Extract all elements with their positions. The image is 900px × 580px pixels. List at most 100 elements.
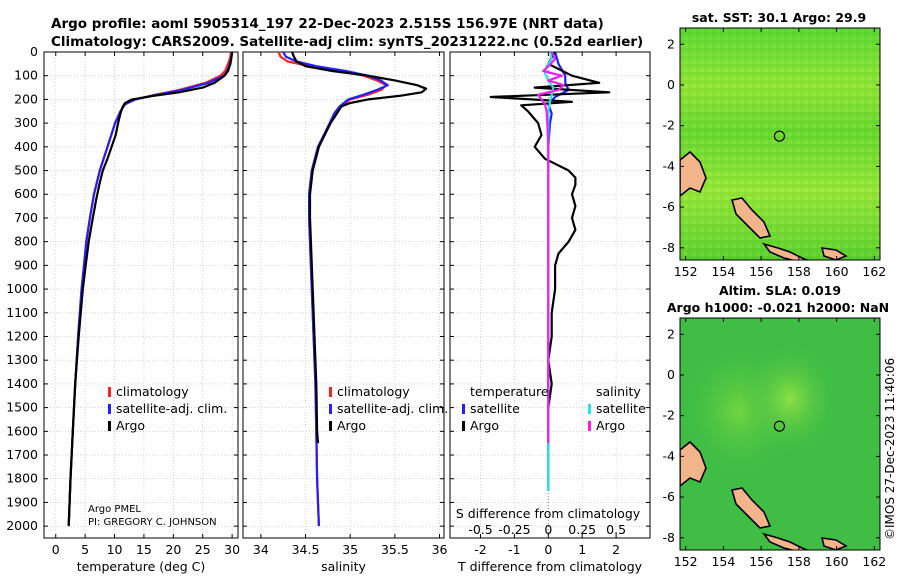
depth-tick-label: 1100 — [6, 305, 38, 320]
depth-tick-label: 2000 — [6, 518, 38, 533]
x-tick-label: 35 — [342, 542, 358, 557]
sla-map-title: Altim. SLA: 0.019 — [719, 283, 841, 298]
sla-land-bougainville — [730, 487, 772, 529]
sst-land-bougainville — [730, 197, 772, 239]
depth-tick-label: 1000 — [6, 281, 38, 296]
depth-tick-label: 1900 — [6, 494, 38, 509]
x-axis-label: temperature (deg C) — [77, 559, 206, 574]
map-y-tick-label: 0 — [667, 77, 675, 92]
map-y-tick-label: 2 — [667, 36, 675, 51]
depth-tick-label: 1400 — [6, 376, 38, 391]
legend-swatch — [108, 387, 111, 397]
depth-tick-label: 1700 — [6, 447, 38, 462]
depth-tick-label: 800 — [14, 234, 38, 249]
x-tick-label: 35.5 — [381, 542, 409, 557]
map-x-tick-label: 158 — [787, 264, 811, 279]
header-line2: Climatology: CARS2009. Satellite-adj cli… — [51, 34, 643, 50]
map-x-tick-label: 162 — [862, 554, 886, 569]
legend-swatch — [462, 421, 465, 431]
panel-temperature: 0 5 10 15 20 25 30 temperature (deg C) — [43, 51, 240, 574]
legend-swatch — [588, 404, 591, 414]
map-x-tick-label: 156 — [749, 264, 773, 279]
legend-salinity-diff: salinity satellite Argo — [588, 384, 646, 433]
legend-swatch — [108, 404, 111, 414]
s-tick-label: 0.5 — [606, 522, 626, 537]
depth-tick-label: 600 — [14, 186, 38, 201]
map-x-tick-label: 160 — [825, 264, 849, 279]
map-x-tick-label: 158 — [787, 554, 811, 569]
legend-label: satellite-adj. clim. — [337, 401, 448, 416]
legend-temperature-diff: temperature satellite Argo — [462, 384, 549, 433]
map-x-tick-label: 160 — [825, 554, 849, 569]
sla-land-solomons — [761, 532, 810, 550]
legend-label: satellite — [470, 401, 520, 416]
sst-land-solomons — [761, 242, 810, 260]
panel-frame — [43, 51, 239, 539]
pi-annotation: PI: GREGORY C. JOHNSON — [88, 517, 217, 528]
depth-tick-label: 1600 — [6, 423, 38, 438]
sla-map-subtitle: Argo h1000: -0.021 h2000: NaN — [667, 300, 889, 315]
map-x-tick-label: 162 — [862, 264, 886, 279]
depth-tick-label: 1800 — [6, 471, 38, 486]
depth-tick-label: 700 — [14, 210, 38, 225]
x-tick-label: 34.5 — [292, 542, 320, 557]
map-y-tick-label: -6 — [663, 199, 676, 214]
legend-salinity: climatology satellite-adj. clim. Argo — [329, 384, 448, 433]
legend-label: Argo — [596, 418, 625, 433]
x-tick-label: -1 — [508, 542, 520, 557]
x-tick-label: 0 — [52, 542, 60, 557]
legend-swatch — [329, 421, 332, 431]
legend-label: climatology — [116, 384, 189, 399]
depth-tick-label: 200 — [14, 91, 38, 106]
series-line-t-satellite — [547, 51, 570, 491]
depth-tick-label: 300 — [14, 115, 38, 130]
map-y-tick-label: 0 — [667, 367, 675, 382]
legend-label: Argo — [116, 418, 145, 433]
sla-map-frame — [679, 317, 881, 551]
s-tick-label: 0.25 — [568, 522, 596, 537]
depth-tick-label: 1500 — [6, 400, 38, 415]
legend-swatch — [588, 421, 591, 431]
legend-title: salinity — [596, 384, 641, 399]
legend-label: satellite-adj. clim. — [116, 401, 227, 416]
sst-map: sat. SST: 30.1 Argo: 29.9 152 154 156 158 16… — [663, 10, 887, 279]
x-tick-label: 5 — [81, 542, 89, 557]
panel-difference: -2 -1 0 1 2 T difference from climatology — [449, 51, 651, 574]
sst-banding — [680, 28, 880, 260]
x-axis-label: salinity — [321, 559, 366, 574]
imos-stamp: ©IMOS 27-Dec-2023 11:40:06 — [883, 358, 897, 540]
depth-tick-label: 400 — [14, 139, 38, 154]
map-x-tick-label: 156 — [749, 554, 773, 569]
x-tick-label: 34 — [253, 542, 269, 557]
depth-tick-label: 1300 — [6, 352, 38, 367]
legend-swatch — [462, 404, 465, 414]
x-tick-label: 20 — [165, 542, 181, 557]
depth-tick-label: 500 — [14, 163, 38, 178]
s-tick-label: -0.5 — [468, 522, 492, 537]
map-x-tick-label: 152 — [674, 264, 698, 279]
x-tick-label: 10 — [107, 542, 123, 557]
s-tick-label: 0 — [544, 522, 552, 537]
sst-land-newguinea — [680, 150, 707, 198]
depth-tick-label: 100 — [14, 68, 38, 83]
sst-axes: 152 154 156 158 160 162 2 0 -2 -4 -6 -8 — [663, 28, 886, 279]
sst-map-frame — [679, 27, 881, 261]
map-x-tick-label: 152 — [674, 554, 698, 569]
sla-land-island — [820, 537, 848, 550]
legend-label: Argo — [470, 418, 499, 433]
depth-tick-label: 1200 — [6, 328, 38, 343]
legend-label: climatology — [337, 384, 410, 399]
legend-title: temperature — [470, 384, 549, 399]
x-axis-label: T difference from climatology — [457, 559, 643, 574]
x-tick-label: 1 — [578, 542, 586, 557]
depth-tick-label: 900 — [14, 257, 38, 272]
map-y-tick-label: -2 — [663, 118, 675, 133]
map-y-tick-label: -6 — [663, 489, 676, 504]
legend-label: satellite — [596, 401, 646, 416]
s-axis-label: S difference from climatology — [456, 506, 641, 521]
sst-map-title: sat. SST: 30.1 Argo: 29.9 — [692, 10, 866, 25]
series-line-t-argo — [489, 51, 611, 444]
series-line-argo — [67, 51, 234, 527]
